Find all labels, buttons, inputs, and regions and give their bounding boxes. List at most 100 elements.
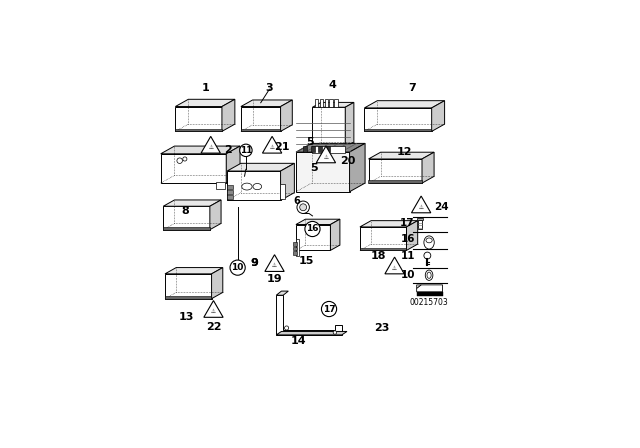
Text: 18: 18 bbox=[371, 250, 386, 261]
Circle shape bbox=[183, 157, 187, 161]
Text: 17: 17 bbox=[323, 305, 335, 314]
Bar bbox=[280, 184, 285, 199]
Polygon shape bbox=[349, 143, 365, 192]
Polygon shape bbox=[412, 196, 431, 213]
Circle shape bbox=[333, 331, 337, 334]
Polygon shape bbox=[276, 295, 342, 335]
Text: 12: 12 bbox=[397, 147, 412, 157]
Polygon shape bbox=[312, 103, 354, 107]
Bar bbox=[330, 99, 333, 107]
Circle shape bbox=[321, 302, 337, 317]
Text: 10: 10 bbox=[232, 263, 244, 272]
Bar bbox=[318, 146, 323, 152]
Polygon shape bbox=[431, 101, 445, 131]
Polygon shape bbox=[161, 146, 240, 154]
Polygon shape bbox=[227, 164, 294, 171]
Bar bbox=[334, 99, 338, 107]
Bar bbox=[315, 99, 318, 107]
Text: 00215703: 00215703 bbox=[410, 297, 449, 306]
Bar bbox=[324, 99, 328, 107]
Text: ⚠: ⚠ bbox=[272, 263, 277, 268]
Polygon shape bbox=[364, 108, 431, 131]
Polygon shape bbox=[204, 301, 223, 317]
Polygon shape bbox=[201, 136, 220, 153]
Text: 23: 23 bbox=[374, 323, 389, 333]
Polygon shape bbox=[369, 152, 434, 159]
Text: ⚠: ⚠ bbox=[392, 266, 397, 271]
Polygon shape bbox=[296, 224, 330, 250]
Bar bbox=[296, 239, 300, 256]
Circle shape bbox=[285, 326, 289, 330]
Text: 17: 17 bbox=[400, 219, 415, 228]
Bar bbox=[311, 146, 315, 152]
Polygon shape bbox=[163, 227, 210, 230]
Polygon shape bbox=[422, 152, 434, 183]
Text: 15: 15 bbox=[299, 256, 314, 266]
Bar bbox=[293, 251, 297, 254]
Polygon shape bbox=[241, 107, 280, 131]
Polygon shape bbox=[369, 181, 422, 183]
Ellipse shape bbox=[425, 270, 433, 280]
Polygon shape bbox=[175, 129, 221, 131]
Text: 9: 9 bbox=[250, 258, 258, 268]
Bar bbox=[227, 195, 233, 199]
Text: 4: 4 bbox=[328, 80, 336, 90]
Polygon shape bbox=[241, 129, 280, 131]
Circle shape bbox=[424, 252, 431, 259]
Polygon shape bbox=[330, 219, 340, 250]
Polygon shape bbox=[163, 200, 221, 206]
Text: 21: 21 bbox=[274, 142, 289, 152]
Text: 14: 14 bbox=[291, 336, 307, 346]
Polygon shape bbox=[212, 267, 223, 299]
Text: ⚠: ⚠ bbox=[211, 309, 216, 314]
Polygon shape bbox=[276, 291, 289, 295]
Text: 1: 1 bbox=[202, 83, 209, 93]
Polygon shape bbox=[296, 152, 349, 192]
Bar bbox=[312, 146, 345, 153]
Text: 19: 19 bbox=[267, 274, 282, 284]
Circle shape bbox=[230, 260, 245, 275]
Polygon shape bbox=[165, 274, 212, 299]
Bar bbox=[227, 185, 233, 189]
Bar bbox=[227, 190, 233, 194]
Polygon shape bbox=[296, 143, 365, 152]
Polygon shape bbox=[241, 100, 292, 107]
Polygon shape bbox=[280, 100, 292, 131]
Polygon shape bbox=[175, 107, 222, 131]
Polygon shape bbox=[360, 227, 406, 250]
Text: 13: 13 bbox=[179, 312, 195, 322]
Polygon shape bbox=[165, 296, 211, 299]
Polygon shape bbox=[175, 99, 235, 107]
Ellipse shape bbox=[426, 238, 432, 243]
Polygon shape bbox=[360, 221, 418, 227]
Text: 8: 8 bbox=[181, 206, 189, 216]
Circle shape bbox=[297, 201, 309, 214]
Polygon shape bbox=[227, 171, 280, 200]
Polygon shape bbox=[345, 103, 354, 147]
Circle shape bbox=[240, 144, 252, 156]
Text: 3: 3 bbox=[266, 83, 273, 93]
Text: 2: 2 bbox=[224, 145, 232, 155]
Bar bbox=[417, 292, 442, 296]
Text: 10: 10 bbox=[401, 270, 415, 280]
Polygon shape bbox=[312, 107, 345, 147]
Polygon shape bbox=[210, 200, 221, 230]
Polygon shape bbox=[417, 285, 442, 292]
Bar bbox=[326, 146, 330, 152]
Text: 16: 16 bbox=[306, 224, 319, 233]
Polygon shape bbox=[163, 206, 210, 230]
Text: 16: 16 bbox=[401, 234, 415, 244]
Text: ⚠: ⚠ bbox=[208, 145, 213, 150]
Text: 24: 24 bbox=[435, 202, 449, 212]
Bar bbox=[216, 182, 225, 189]
Polygon shape bbox=[385, 257, 404, 274]
Polygon shape bbox=[406, 221, 418, 250]
Polygon shape bbox=[417, 285, 421, 289]
Text: 11: 11 bbox=[401, 250, 415, 261]
Ellipse shape bbox=[253, 184, 262, 190]
Polygon shape bbox=[316, 146, 335, 163]
Polygon shape bbox=[165, 267, 223, 274]
Text: 11: 11 bbox=[239, 146, 252, 155]
Text: ⚠: ⚠ bbox=[323, 155, 328, 160]
Polygon shape bbox=[262, 136, 282, 153]
